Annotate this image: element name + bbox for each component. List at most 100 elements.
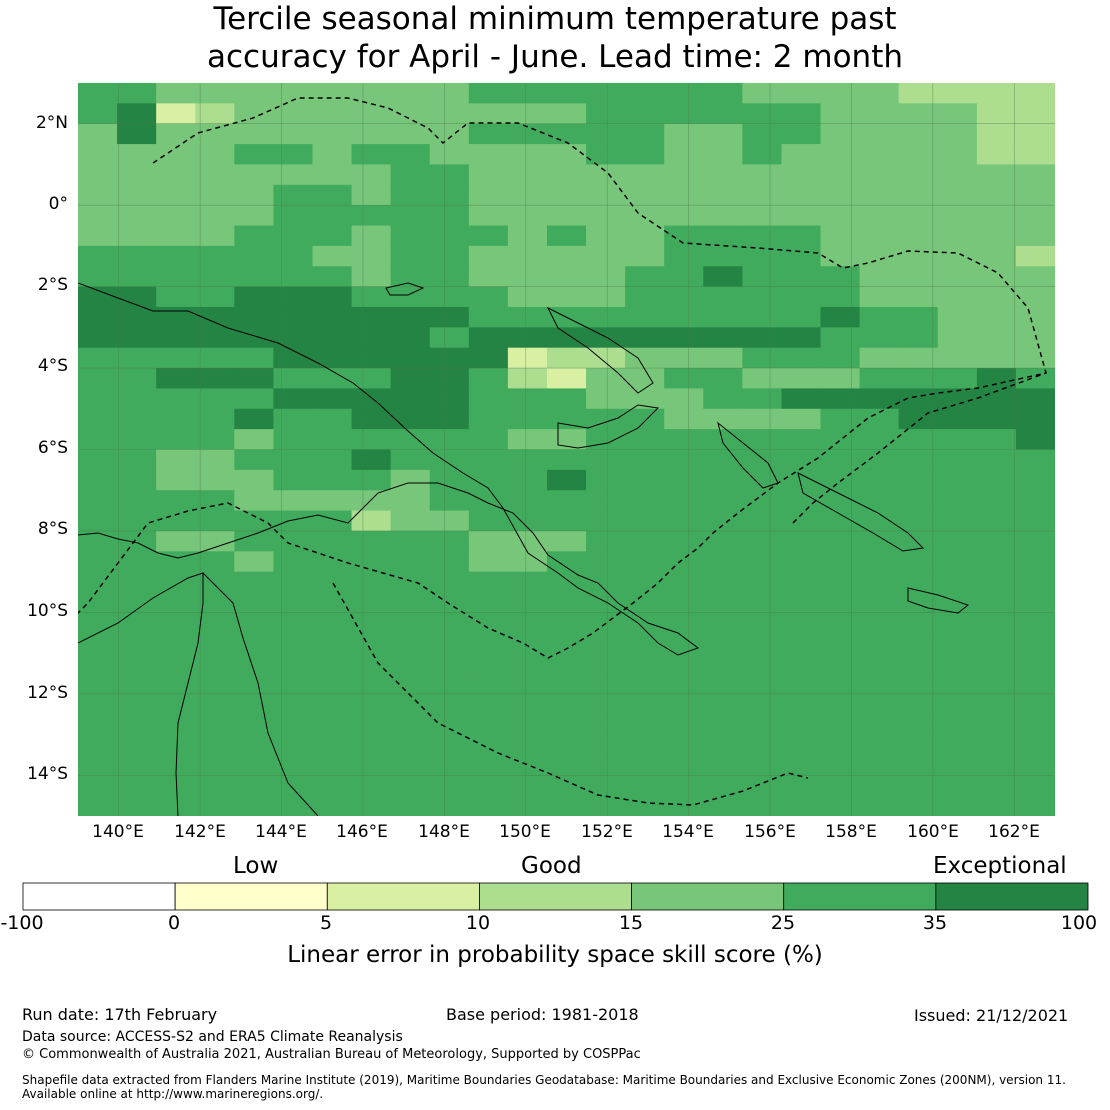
grid-cell — [703, 632, 743, 654]
grid-cell — [859, 408, 900, 430]
grid-cell — [546, 469, 587, 491]
grid-cell — [156, 551, 196, 573]
grid-cell — [195, 144, 235, 166]
grid-cell — [664, 205, 704, 227]
grid-cell — [781, 632, 822, 654]
grid-cell — [195, 632, 235, 654]
grid-cell — [273, 693, 314, 715]
grid-cell — [468, 429, 509, 451]
grid-cell — [781, 429, 822, 451]
grid-cell — [429, 368, 470, 390]
grid-cell — [390, 388, 431, 410]
grid-cell — [78, 184, 118, 206]
grid-cell — [468, 327, 509, 349]
grid-cell — [976, 571, 1017, 593]
grid-cell — [703, 714, 743, 736]
grid-cell — [625, 388, 665, 410]
grid-cell — [312, 530, 353, 552]
grid-cell — [273, 123, 314, 145]
grid-cell — [703, 205, 743, 227]
grid-cell — [390, 714, 431, 736]
title-line-2: accuracy for April - June. Lead time: 2 … — [206, 39, 904, 75]
grid-cell — [156, 408, 196, 430]
grid-cell — [234, 551, 274, 573]
grid-cell — [156, 530, 196, 552]
grid-cell — [859, 510, 900, 532]
grid-cell — [976, 632, 1017, 654]
grid-cell — [156, 205, 196, 227]
grid-cell — [937, 388, 978, 410]
grid-cell — [429, 306, 470, 328]
colorbar-tick: 100 — [1060, 912, 1098, 934]
grid-cell — [117, 245, 157, 267]
grid-cell — [546, 632, 587, 654]
grid-cell — [625, 327, 665, 349]
grid-cell — [937, 245, 978, 267]
grid-cell — [703, 103, 743, 125]
grid-cell — [312, 429, 353, 451]
grid-cell — [937, 571, 978, 593]
grid-cell — [273, 490, 314, 512]
grid-cell — [78, 266, 118, 288]
grid-cell — [234, 530, 274, 552]
grid-cell — [742, 388, 783, 410]
grid-cell — [234, 144, 274, 166]
grid-cell — [156, 490, 196, 512]
grid-cell — [1015, 327, 1055, 349]
grid-cell — [429, 184, 470, 206]
grid-cell — [312, 388, 353, 410]
grid-cell — [78, 571, 118, 593]
grid-cell — [429, 612, 470, 634]
grid-cell — [234, 184, 274, 206]
grid-cell — [312, 225, 353, 247]
grid-cell — [1015, 571, 1055, 593]
grid-cell — [937, 673, 978, 695]
grid-cell — [234, 83, 274, 104]
grid-cell — [976, 408, 1017, 430]
grid-cell — [742, 327, 783, 349]
grid-cell — [586, 429, 626, 451]
grid-cell — [781, 449, 822, 471]
grid-cell — [703, 164, 743, 186]
grid-cell — [507, 510, 548, 532]
grid-cell — [195, 469, 235, 491]
grid-cell — [312, 408, 353, 430]
grid-cell — [742, 653, 783, 675]
grid-cell — [195, 754, 235, 776]
colorbar-tick: 15 — [618, 912, 644, 934]
australia-cape-york-coastline — [78, 572, 204, 816]
grid-cell — [664, 632, 704, 654]
grid-cell — [468, 449, 509, 471]
grid-cell — [468, 164, 509, 186]
grid-cell — [273, 551, 314, 573]
grid-cell — [507, 714, 548, 736]
grid-cell — [859, 368, 900, 390]
grid-cell — [625, 775, 665, 797]
grid-cell — [742, 286, 783, 308]
grid-cell — [781, 795, 822, 816]
grid-cell — [273, 306, 314, 328]
grid-cell — [898, 306, 939, 328]
grid-cell — [390, 653, 431, 675]
grid-cell — [586, 144, 626, 166]
grid-cell — [781, 673, 822, 695]
grid-cell — [195, 612, 235, 634]
grid-cell — [156, 388, 196, 410]
grid-cell — [78, 693, 118, 715]
grid-cell — [859, 754, 900, 776]
grid-cell — [156, 612, 196, 634]
grid-cell — [117, 306, 157, 328]
grid-cell — [664, 286, 704, 308]
grid-cell — [859, 449, 900, 471]
grid-cell — [117, 347, 157, 369]
grid-cell — [117, 754, 157, 776]
grid-cell — [351, 714, 392, 736]
grid-cell — [898, 184, 939, 206]
grid-cell — [156, 83, 196, 104]
grid-cell — [156, 632, 196, 654]
grid-cell — [1015, 551, 1055, 573]
grid-cell — [78, 551, 118, 573]
issued-date: Issued: 21/12/2021 — [914, 1006, 1069, 1025]
grid-cell — [156, 347, 196, 369]
lat-label-10s: 10°S — [27, 601, 68, 621]
